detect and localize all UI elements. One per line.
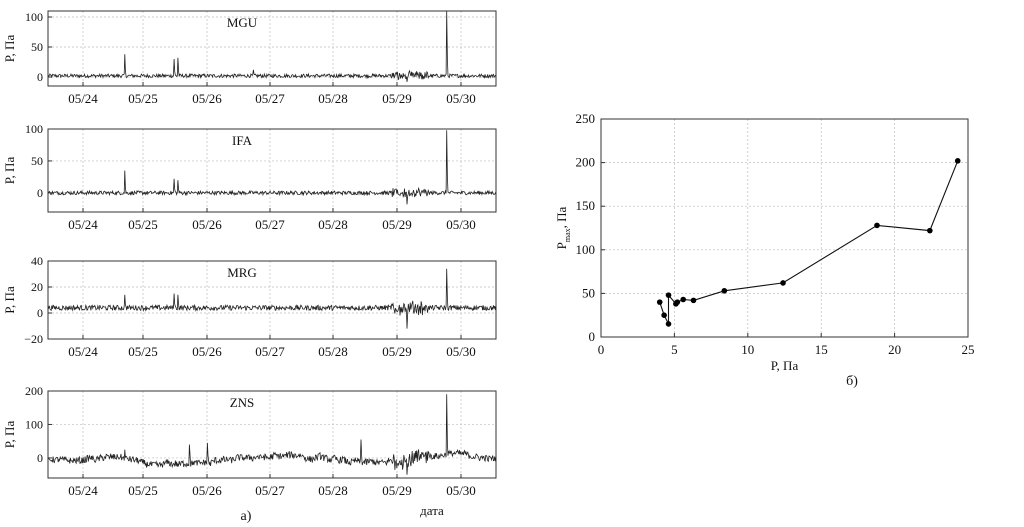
y-tick-label: 100: [25, 10, 43, 24]
chart-title: MGU: [227, 15, 258, 30]
figure-label-a: а): [241, 509, 252, 524]
data-point: [656, 299, 663, 305]
y-axis-label: P, Па: [2, 421, 17, 449]
y-tick-label: 200: [576, 155, 596, 170]
chart-mrg: −20 0 20 40 05/24 05/25 05/26 05/27 05/28 05/29 05…: [2, 254, 497, 359]
x-tick-label: 05/30: [446, 217, 476, 232]
data-point: [674, 299, 681, 305]
x-tick-label: 15: [815, 342, 828, 357]
x-tick-label: 05/28: [318, 217, 348, 232]
y-tick-label: 0: [589, 329, 596, 344]
plot-frame: [47, 128, 497, 213]
y-tick-label: −20: [24, 332, 43, 346]
x-tick-label: 0: [598, 342, 605, 357]
x-tick-label: 05/26: [192, 344, 222, 359]
x-tick-label: 10: [741, 342, 754, 357]
x-tick-label: 05/27: [255, 344, 285, 359]
y-axis-label-unit: , Па: [554, 206, 569, 228]
y-tick-label: 0: [37, 186, 43, 200]
y-tick-label: 20: [31, 280, 43, 294]
y-axis-label-main: P: [554, 242, 569, 249]
x-axis-label: P, Па: [771, 358, 799, 373]
data-point: [665, 292, 672, 298]
figure-label-b: б): [846, 374, 858, 389]
y-tick-label: 50: [582, 285, 595, 300]
x-tick-label: 20: [888, 342, 901, 357]
y-tick-label: 100: [25, 122, 43, 136]
x-tick-label: 05/24: [68, 217, 98, 232]
y-axis-label: P, Па: [2, 35, 17, 63]
y-tick-label: 0: [37, 70, 43, 84]
data-point: [680, 296, 687, 303]
x-tick-label: 05/26: [192, 217, 222, 232]
x-tick-label: 05/29: [382, 344, 412, 359]
series-line-mgu: [47, 10, 497, 82]
x-tick-label: 05/26: [192, 483, 222, 498]
x-tick-label: 05/25: [128, 217, 158, 232]
y-tick-label: 50: [31, 40, 43, 54]
series-line-zns: [47, 394, 497, 475]
plot-frame: [47, 10, 497, 87]
x-tick-label: 05/29: [382, 483, 412, 498]
x-tick-label: 05/25: [128, 344, 158, 359]
data-point: [954, 158, 961, 164]
y-tick-label: 40: [31, 254, 43, 268]
x-tick-label: 05/27: [255, 483, 285, 498]
data-point: [780, 280, 786, 286]
x-tick-label: 05/27: [255, 217, 285, 232]
y-axis-label: Pmax, Па: [554, 206, 572, 249]
x-tick-label: 25: [962, 342, 975, 357]
chart-title: ZNS: [230, 395, 255, 410]
plot-frame: [47, 260, 497, 340]
y-tick-label: 100: [25, 417, 43, 431]
x-tick-label: 05/28: [318, 91, 348, 106]
chart-title: MRG: [227, 265, 257, 280]
x-tick-label: 05/29: [382, 91, 412, 106]
x-tick-label: 05/28: [318, 344, 348, 359]
data-point: [665, 321, 672, 327]
y-tick-label: 0: [37, 451, 43, 465]
x-tick-label: 05/27: [255, 91, 285, 106]
x-tick-label: 05/24: [68, 344, 98, 359]
y-tick-label: 150: [576, 198, 596, 213]
y-axis-label: P, Па: [2, 157, 17, 185]
y-tick-label: 0: [37, 306, 43, 320]
x-tick-label: 05/26: [192, 91, 222, 106]
x-tick-label: 05/25: [128, 91, 158, 106]
chart-ifa: 0 50 100 05/24 05/25 05/26 05/27 05/28 05/29 05/3…: [2, 122, 497, 232]
y-tick-label: 100: [576, 242, 596, 257]
y-axis-label-sub: max: [563, 228, 572, 242]
y-tick-label: 200: [25, 384, 43, 398]
chart-zns: 0 100 200 05/24 05/25 05/26 05/27 05/28 05/29 05/…: [2, 384, 497, 518]
x-tick-label: 05/25: [128, 483, 158, 498]
data-point: [661, 312, 667, 319]
x-tick-label: 05/28: [318, 483, 348, 498]
chart-mgu: 0 50 100 05/24 05/25 05/26 05/27 05/28 05/29 05/3…: [2, 10, 497, 106]
series-line-ifa: [47, 130, 497, 205]
series-line-mrg: [47, 268, 497, 329]
x-tick-label: 05/30: [446, 91, 476, 106]
y-tick-label: 50: [31, 154, 43, 168]
y-tick-label: 250: [576, 111, 596, 126]
x-tick-label: 05/24: [68, 91, 98, 106]
plot-frame: [47, 390, 497, 479]
data-point: [690, 297, 697, 304]
x-tick-label: 05/24: [68, 483, 98, 498]
x-tick-label: 05/30: [446, 483, 476, 498]
x-tick-label: 5: [671, 342, 678, 357]
series-line: [659, 160, 959, 325]
data-point: [874, 222, 880, 229]
data-point: [721, 287, 728, 294]
data-point: [927, 227, 933, 234]
x-axis-label: дата: [420, 503, 444, 518]
chart-title: IFA: [232, 133, 253, 148]
y-axis-label: P, Па: [2, 286, 17, 314]
x-tick-label: 05/29: [382, 217, 412, 232]
x-tick-label: 05/30: [446, 344, 476, 359]
plot-frame: [600, 118, 969, 338]
